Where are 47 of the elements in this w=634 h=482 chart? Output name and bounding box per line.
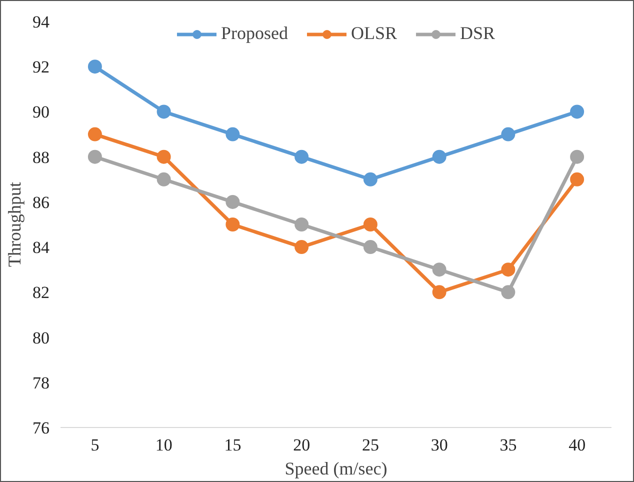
y-tick-label: 84: [32, 238, 50, 258]
point: [570, 172, 584, 186]
y-tick-label: 76: [32, 418, 50, 438]
point: [570, 104, 584, 119]
point: [363, 218, 378, 232]
point: [226, 127, 240, 142]
point: [156, 172, 171, 186]
y-axis-title: Throughput: [4, 182, 24, 267]
x-tick-label: 40: [568, 436, 586, 454]
point: [88, 60, 102, 74]
legend-label: DSR: [460, 23, 496, 44]
x-tick-label: 25: [362, 436, 379, 454]
point: [156, 150, 171, 164]
point: [226, 218, 240, 232]
legend-label: Proposed: [220, 23, 288, 44]
y-tick-label: 82: [32, 283, 50, 302]
point: [501, 127, 516, 142]
x-tick-label: 5: [90, 436, 100, 454]
point: [156, 104, 171, 119]
y-tick-label: 86: [32, 192, 50, 212]
point: [432, 150, 446, 164]
point: [363, 240, 378, 254]
x-tick-label: 10: [155, 436, 172, 454]
y-tick-label: 94: [32, 12, 50, 32]
x-tick-label: 35: [500, 436, 517, 454]
point: [501, 262, 516, 277]
x-tick-label: 20: [293, 436, 310, 454]
point: [294, 240, 309, 254]
point: [88, 127, 102, 142]
x-tick-label: 30: [430, 436, 448, 454]
point: [501, 285, 516, 300]
point: [88, 150, 102, 164]
x-axis-title: Speed (m/sec): [284, 458, 388, 478]
point: [432, 285, 446, 300]
point: [294, 150, 309, 164]
y-tick-label: 90: [32, 102, 50, 122]
point: [294, 218, 309, 232]
point: [363, 172, 378, 186]
y-tick-label: 80: [32, 328, 50, 348]
point: [432, 262, 446, 277]
x-tick-label: 15: [224, 436, 242, 454]
point: [570, 150, 584, 164]
point: [226, 194, 240, 209]
y-tick-label: 78: [32, 373, 50, 392]
y-tick-label: 92: [32, 58, 50, 77]
legend-label: OLSR: [350, 23, 397, 44]
y-tick-label: 88: [32, 148, 50, 167]
